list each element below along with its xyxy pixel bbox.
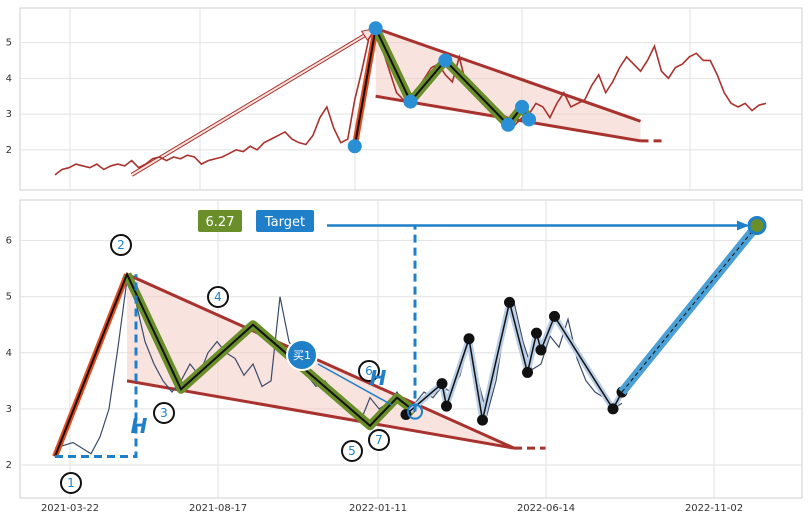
- top-pivot-marker: [515, 99, 530, 114]
- top-pivot-marker: [438, 53, 453, 68]
- projection-marker: [477, 414, 488, 426]
- bottom-x-tick-label: 2022-01-11: [349, 503, 407, 514]
- top-gridlines: [20, 8, 802, 190]
- projection-marker: [531, 327, 542, 339]
- projection-marker: [436, 378, 448, 390]
- top-pivot-marker: [403, 94, 418, 109]
- top-arrow-shaft-inner: [131, 31, 371, 176]
- pattern-point-label: 5: [348, 444, 356, 458]
- pattern-point-circle: [110, 234, 132, 256]
- target-point-marker: [747, 216, 767, 236]
- top-markers: [347, 21, 536, 154]
- pattern-point-label: 1: [67, 476, 75, 490]
- bottom-zigzag: [52, 271, 418, 458]
- target-value-text: 6.27: [206, 215, 235, 230]
- bottom-y-tick-label: 3: [6, 404, 12, 415]
- projection-marker: [607, 403, 619, 415]
- top-y-tick-label: 2: [6, 145, 12, 156]
- top-pivot-marker: [522, 112, 536, 127]
- bottom-y-tick-label: 4: [6, 348, 12, 359]
- buy-signal-pointer: [317, 363, 393, 406]
- top-pivot-marker: [501, 117, 516, 132]
- h-height-label: H: [370, 366, 387, 390]
- buy-signal-text: 买1: [293, 349, 311, 362]
- bottom-y-ticks: 2 3 4 5 6: [6, 236, 12, 471]
- top-wedge-upper-line: [375, 26, 642, 123]
- target-label-text: Target: [264, 215, 305, 230]
- bottom-target-path: [327, 216, 767, 395]
- pattern-point-circle: [358, 360, 380, 382]
- bottom-x-tick-label: 2022-06-14: [517, 503, 575, 514]
- bottom-wedge-lower-line: [126, 379, 515, 450]
- pattern-point-circle: [207, 286, 229, 308]
- bottom-x-ticks: 2021-03-22 2021-08-17 2022-01-11 2022-06-14…: [41, 503, 743, 514]
- bottom-pattern-labels: 1 2 3 4 5 6 7 H H: [60, 234, 390, 494]
- target-level-arrowhead: [737, 220, 749, 231]
- top-chart-panel: 2 3 4 5: [6, 7, 803, 191]
- pattern-point-label: 3: [160, 406, 168, 420]
- bottom-h-measure: [55, 225, 423, 459]
- bottom-y-tick-label: 2: [6, 460, 12, 471]
- buy-signal-target-circle: [407, 403, 423, 420]
- top-y-tick-label: 3: [6, 109, 12, 120]
- projection-marker: [504, 296, 515, 308]
- top-pivot-marker: [368, 21, 383, 36]
- target-path-dashed: [621, 225, 758, 393]
- pattern-point-circle: [368, 429, 390, 451]
- pattern-point-label: 2: [117, 238, 125, 252]
- h-height-label: H: [131, 414, 148, 438]
- projection-marker: [463, 333, 475, 345]
- bottom-chart-panel: 1 2 3 4 5 6 7 H H 2 3 4 5 6 2021-03-22 2021-08-17 2022…: [6, 199, 803, 514]
- projection-marker: [535, 344, 547, 356]
- bottom-x-tick-label: 2022-11-02: [685, 503, 743, 514]
- pattern-point-label: 6: [365, 364, 373, 378]
- projection-marker: [400, 408, 412, 420]
- projection-marker: [441, 400, 452, 412]
- bottom-y-tick-label: 6: [6, 236, 12, 247]
- target-label-badge: [256, 210, 314, 232]
- pattern-point-label: 4: [214, 290, 222, 304]
- buy-signal-bubble: [286, 339, 318, 371]
- h-measure-first: [55, 274, 138, 459]
- top-y-tick-label: 4: [6, 73, 12, 84]
- pattern-point-label: 7: [375, 433, 383, 447]
- pattern-point-circle: [153, 402, 175, 424]
- pattern-point-circle: [341, 440, 363, 462]
- top-y-tick-label: 5: [6, 38, 12, 49]
- top-y-ticks: 2 3 4 5: [6, 38, 12, 156]
- projection-marker: [549, 310, 560, 322]
- bottom-y-tick-label: 5: [6, 292, 12, 303]
- bottom-projection: [400, 296, 628, 426]
- target-value-badge: [198, 210, 242, 232]
- bottom-wedge-upper-line: [126, 272, 515, 450]
- top-pivot-marker: [347, 139, 362, 154]
- projection-marker: [522, 366, 533, 378]
- bottom-zigzag-inner: [54, 271, 416, 457]
- bottom-x-tick-label: 2021-03-22: [41, 503, 99, 514]
- bottom-x-tick-label: 2021-08-17: [189, 503, 247, 514]
- pattern-point-circle: [60, 472, 82, 494]
